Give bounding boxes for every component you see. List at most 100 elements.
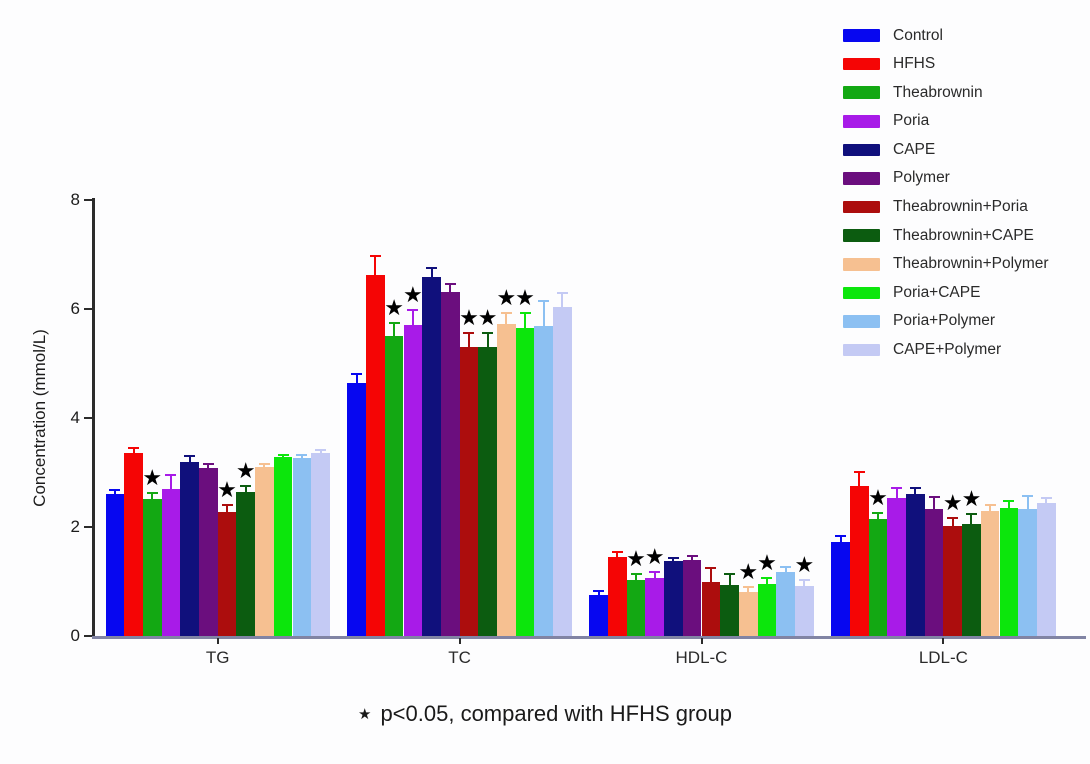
legend-swatch [843,29,880,42]
error-bar-stem [653,572,656,579]
error-bar-cap [1003,500,1015,503]
bar [887,498,906,636]
x-tick-label: HDL-C [675,648,728,667]
bar [980,511,1000,636]
legend-item: Control [843,26,1049,45]
bar [1036,503,1056,636]
error-bar-cap [649,571,661,574]
bar [738,592,758,636]
bar [199,467,218,636]
error-bar-stem [207,464,210,468]
legend-swatch [843,143,880,157]
bar [217,511,237,636]
error-bar-cap [221,503,233,506]
x-tick [458,638,461,644]
legend-item: Theabrownin [843,83,1049,102]
error-bar-stem [430,268,433,278]
error-bar-stem [709,567,712,583]
significance-star: ★ [459,304,479,330]
bar [515,328,535,636]
x-tick [216,638,219,644]
error-bar-stem [113,490,116,495]
legend-item: Poria [843,112,1049,131]
error-bar-stem [728,573,731,585]
error-bar-stem [1007,501,1010,508]
significance-star: ★ [942,489,963,515]
error-bar-cap [351,373,363,376]
significance-star: ★ [477,304,498,330]
legend-swatch [843,258,880,271]
bar [626,579,646,636]
bar [831,542,850,636]
bar [943,525,963,636]
error-bar-cap [165,473,177,476]
legend-label: Theabrownin+Polymer [893,255,1049,273]
error-bar-cap [388,322,400,325]
error-bar-cap [1040,497,1052,500]
error-bar-cap [519,311,531,314]
bar [645,578,665,636]
legend-item: CAPE [843,140,1049,159]
legend-item: CAPE+Polymer [843,341,1049,360]
legend-label: Control [893,26,943,44]
error-bar-stem [784,567,787,572]
bar [366,275,385,636]
error-bar-cap [202,463,214,466]
error-bar-cap [611,551,623,554]
error-bar-cap [965,513,977,516]
error-bar-stem [132,447,135,454]
legend-swatch [843,115,880,128]
error-bar-stem [951,517,954,526]
bar [422,277,441,636]
bar [459,347,479,636]
significance-star: ★ [142,464,163,490]
bar [124,453,143,636]
significance-star: ★ [868,484,888,510]
error-bar-stem [355,374,358,383]
error-bar-cap [705,566,717,569]
error-bar-cap [538,300,550,303]
error-bar-stem [561,292,564,307]
error-bar-cap [109,489,121,492]
x-tick-label: LDL-C [918,648,968,667]
legend-item: Poria+Polymer [843,312,1049,331]
bar [478,347,497,636]
bar [795,586,814,636]
error-bar-cap [798,578,810,581]
error-bar-stem [635,573,638,580]
bar [142,499,162,636]
error-bar-cap [780,566,792,569]
bar [403,325,423,636]
bar [497,324,516,636]
bar [161,488,181,636]
legend-swatch [843,229,880,242]
legend-label: Poria [893,112,930,130]
significance-star: ★ [496,285,517,311]
error-bar-cap [909,487,921,490]
error-bar-cap [240,484,252,487]
error-bar-cap [296,453,308,456]
error-bar-cap [556,291,568,294]
error-bar-cap [444,282,456,285]
error-bar-stem [282,454,285,458]
bar [292,457,312,636]
error-bar-cap [315,449,327,452]
bar [868,518,888,636]
error-bar-stem [300,454,303,458]
error-bar-cap [667,557,679,560]
significance-star: ★ [235,457,256,483]
legend-item: Theabrownin+Poria [843,198,1049,217]
error-bar-cap [686,555,698,558]
x-tick [942,638,945,644]
error-bar-stem [839,536,842,543]
bar [776,571,795,636]
bar [180,461,199,636]
legend-label: Polymer [893,169,950,187]
y-tick-label: 0 [70,626,80,645]
error-bar-stem [1026,495,1029,509]
legend-item: Theabrownin+Polymer [843,255,1049,274]
error-bar-cap [146,491,158,494]
error-bar-stem [765,577,768,585]
error-bar-cap [835,535,847,538]
